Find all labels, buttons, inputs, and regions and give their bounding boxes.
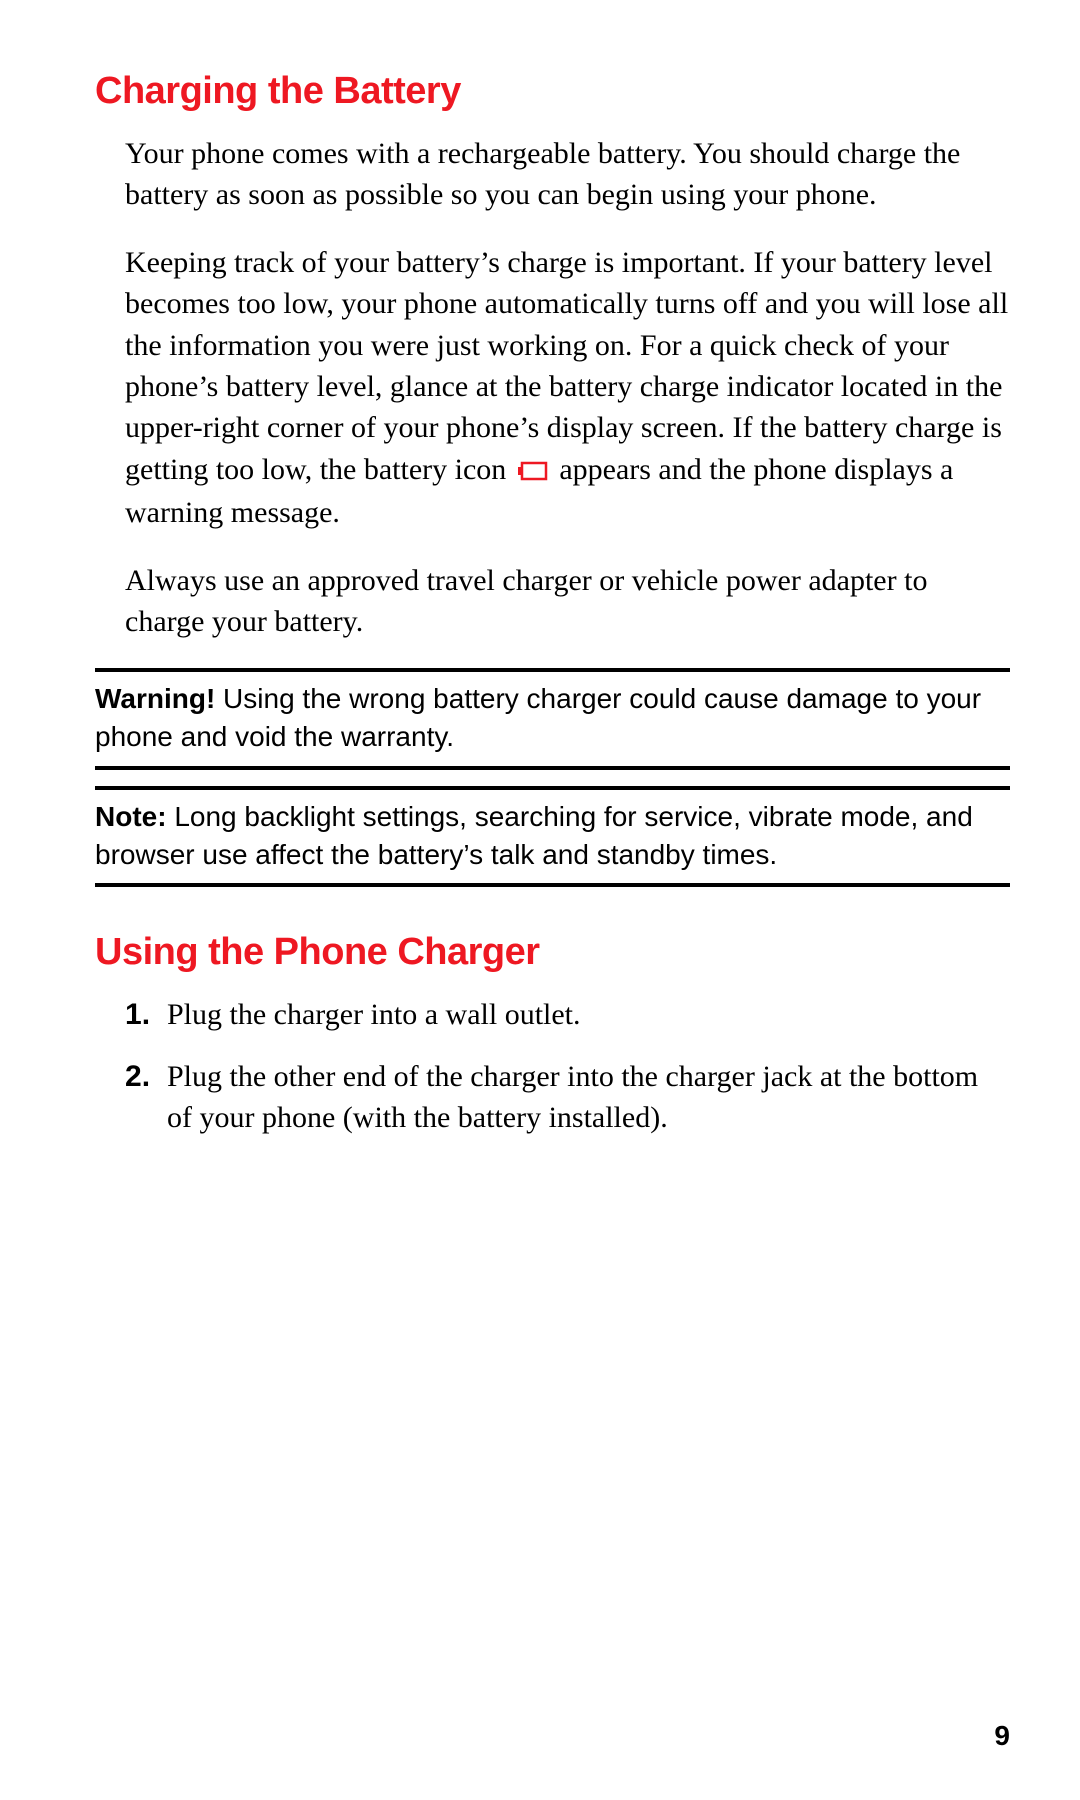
warning-callout: Warning! Using the wrong battery charger…: [95, 668, 1010, 770]
paragraph-with-icon: Keeping track of your battery’s charge i…: [125, 242, 1010, 534]
warning-text: Warning! Using the wrong battery charger…: [95, 680, 1010, 756]
warning-body: Using the wrong battery charger could ca…: [95, 683, 981, 752]
step-item: Plug the charger into a wall outlet.: [161, 994, 1010, 1035]
paragraph: Your phone comes with a rechargeable bat…: [125, 133, 1010, 216]
manual-page: Charging the Battery Your phone comes wi…: [0, 0, 1080, 1800]
paragraph: Always use an approved travel charger or…: [125, 560, 1010, 643]
note-text: Note: Long backlight settings, searching…: [95, 798, 1010, 874]
section-heading-using-charger: Using the Phone Charger: [95, 931, 1010, 974]
warning-label: Warning!: [95, 683, 215, 714]
page-number: 9: [994, 1720, 1010, 1752]
steps-list: Plug the charger into a wall outlet. Plu…: [125, 994, 1010, 1138]
battery-low-icon: [518, 451, 548, 492]
step-item: Plug the other end of the charger into t…: [161, 1056, 1010, 1139]
note-label: Note:: [95, 801, 167, 832]
paragraph-text-pre: Keeping track of your battery’s charge i…: [125, 246, 1008, 486]
note-body: Long backlight settings, searching for s…: [95, 801, 973, 870]
note-callout: Note: Long backlight settings, searching…: [95, 786, 1010, 888]
section-heading-charging: Charging the Battery: [95, 70, 1010, 113]
